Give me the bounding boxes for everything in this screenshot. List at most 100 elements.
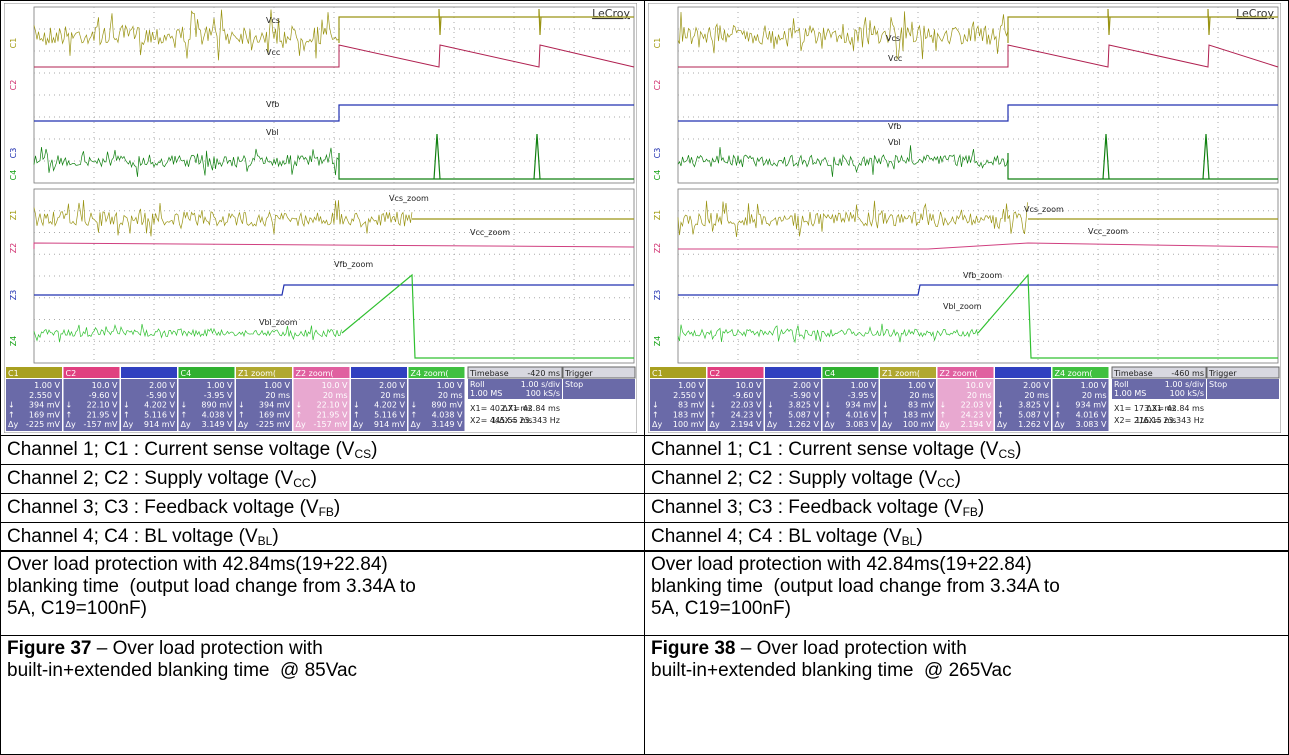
channel-label: Channel 2; C2 : Supply voltage (V xyxy=(7,468,293,489)
param-row-mark: ↓ xyxy=(710,401,717,410)
param-row-mark: ↑ xyxy=(825,410,832,419)
param-row-mark: ↓ xyxy=(1055,401,1062,410)
param-value: -3.95 V xyxy=(204,391,233,400)
param-header xyxy=(121,367,177,378)
channel-label-end: ) xyxy=(916,526,922,547)
param-row-mark: ↑ xyxy=(710,410,717,419)
param-header-text: Z1 zoom( xyxy=(238,369,276,378)
param-value: 2.00 V xyxy=(149,381,175,390)
param-value: 2.550 V xyxy=(29,391,60,400)
param-header xyxy=(765,367,821,378)
param-header-text: C2 xyxy=(710,369,721,378)
channel-text: Channel 3; C3 : Feedback voltage (VFB) xyxy=(7,497,340,523)
param-value: 20 ms xyxy=(380,391,405,400)
channel-label: Channel 4; C4 : BL voltage (V xyxy=(7,526,258,547)
scope-brand: LeCroy xyxy=(592,7,630,20)
description-cell: Over load protection with 42.84ms(19+22.… xyxy=(644,551,1289,636)
param-header-text: Z4 zoom( xyxy=(1055,369,1093,378)
param-value: 20 ms xyxy=(909,391,934,400)
timebase-text: Stop xyxy=(1209,380,1227,389)
param-value: 21.95 V xyxy=(87,410,118,419)
param-value: 3.825 V xyxy=(788,401,819,410)
channel-text: Channel 1; C1 : Current sense voltage (V… xyxy=(651,439,1021,465)
param-value: 4.016 V xyxy=(1076,410,1107,419)
param-row-mark: Δy xyxy=(1055,420,1065,429)
channel-marker: C2 xyxy=(653,80,662,91)
timebase-text: ΔX= 42.84 ms xyxy=(502,404,560,413)
param-value: 3.083 V xyxy=(1076,420,1107,429)
param-row-mark: Δy xyxy=(296,420,306,429)
param-value: 1.00 V xyxy=(264,381,290,390)
param-value: 5.116 V xyxy=(374,410,405,419)
param-header-text: C4 xyxy=(181,369,192,378)
param-row-mark: ↑ xyxy=(940,410,947,419)
channel-label: Channel 1; C1 : Current sense voltage (V xyxy=(651,439,998,460)
trace-label: Vfb xyxy=(266,100,279,109)
param-value: -9.60 V xyxy=(89,391,118,400)
channel-subscript: CS xyxy=(354,447,371,461)
timebase-text: Stop xyxy=(565,380,583,389)
scope-brand: LeCroy xyxy=(1236,7,1274,20)
param-header-text: C2 xyxy=(66,369,77,378)
param-row-mark: Δy xyxy=(825,420,835,429)
param-value: 22.10 V xyxy=(87,401,118,410)
param-row-mark: ↑ xyxy=(123,410,130,419)
param-row-mark: Δy xyxy=(940,420,950,429)
param-value: 24.23 V xyxy=(731,410,762,419)
channel-label-end: ) xyxy=(272,526,278,547)
trace-label: Vfb xyxy=(888,122,901,131)
param-value: 10.0 V xyxy=(736,381,762,390)
param-value: 10.0 V xyxy=(92,381,118,390)
param-row-mark: ↑ xyxy=(238,410,245,419)
param-row-mark: ↑ xyxy=(8,410,15,419)
oscilloscope-screenshot: LeCroyC1Z1C2Z2C3Z3C4Z4VcsVccVfbVblVcs_zo… xyxy=(648,3,1281,433)
channel-subscript: BL xyxy=(902,534,917,548)
param-header-text: Z1 zoom( xyxy=(882,369,920,378)
param-row-mark: Δy xyxy=(767,420,777,429)
param-value: 10.0 V xyxy=(966,381,992,390)
page: LeCroyC1Z1C2Z2C3Z3C4Z4VcsVccVfbVblVcs_zo… xyxy=(0,0,1289,742)
channel-marker: C4 xyxy=(9,170,18,181)
param-header xyxy=(995,367,1051,378)
trace-label: Vcc_zoom xyxy=(1088,227,1128,236)
timebase-text: Trigger xyxy=(1208,369,1237,378)
param-value: 3.149 V xyxy=(202,420,233,429)
param-row-mark: ↓ xyxy=(411,401,418,410)
trace-label: Vfb_zoom xyxy=(334,260,373,269)
param-value: 2.194 V xyxy=(961,420,992,429)
timebase-text: Timebase xyxy=(469,369,509,378)
param-row-mark: Δy xyxy=(181,420,191,429)
caption-cell: Figure 38 – Over load protection withbui… xyxy=(644,635,1289,755)
param-row-mark: ↓ xyxy=(8,401,15,410)
param-row-mark: ↓ xyxy=(181,401,188,410)
channel-subscript: CS xyxy=(998,447,1015,461)
channel-subscript: BL xyxy=(258,534,273,548)
zoom-marker: Z3 xyxy=(9,290,18,301)
caption-label: Figure 38 xyxy=(651,638,735,659)
zoom-marker: Z1 xyxy=(9,210,18,221)
timebase-text: Trigger xyxy=(564,369,593,378)
param-value: 22.03 V xyxy=(731,401,762,410)
zoom-marker: Z2 xyxy=(653,243,662,254)
param-row-mark: Δy xyxy=(882,420,892,429)
param-row-mark: Δy xyxy=(710,420,720,429)
timebase-text: 100 kS/s xyxy=(526,389,560,398)
param-value: 2.00 V xyxy=(793,381,819,390)
param-row-mark: ↑ xyxy=(767,410,774,419)
param-row-mark: ↑ xyxy=(997,410,1004,419)
param-value: 4.016 V xyxy=(846,410,877,419)
param-value: 890 mV xyxy=(431,401,463,410)
param-header xyxy=(351,367,407,378)
channel-cell: Channel 3; C3 : Feedback voltage (VFB) xyxy=(644,493,1289,523)
description-line: Over load protection with 42.84ms(19+22.… xyxy=(651,554,1032,576)
channel-cell: Channel 3; C3 : Feedback voltage (VFB) xyxy=(0,493,645,523)
timebase-text: 1/ΔX= 23.343 Hz xyxy=(1135,416,1204,425)
channel-cell: Channel 1; C1 : Current sense voltage (V… xyxy=(0,435,645,465)
param-row-mark: ↓ xyxy=(767,401,774,410)
param-value: 1.00 V xyxy=(851,381,877,390)
timebase-text: 1/ΔX= 23.343 Hz xyxy=(491,416,560,425)
caption-line: Figure 38 – Over load protection with xyxy=(651,638,967,660)
timebase-text: 100 kS/s xyxy=(1170,389,1204,398)
